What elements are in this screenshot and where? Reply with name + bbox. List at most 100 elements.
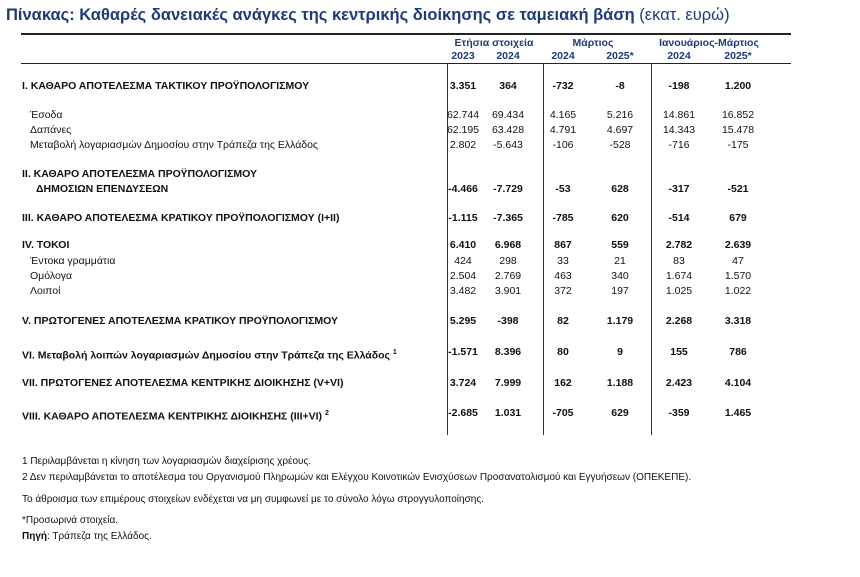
cell-value: 62.744 (446, 109, 480, 121)
cell-value: 8.396 (494, 346, 522, 358)
cell-value: 21 (614, 255, 626, 267)
table-row: Δαπάνες 62.195 63.428 4.791 4.697 14.343 15.47… (0, 123, 860, 138)
row-label-text: Δαπάνες (30, 124, 72, 136)
cell-value: -8 (615, 80, 625, 92)
cell-value: -175 (727, 139, 749, 151)
footnote-ref: 2 (324, 410, 329, 417)
rounding-note: Το άθροισμα των επιμέρους στοιχείων ενδέ… (22, 494, 484, 505)
cell-value: 6.968 (494, 239, 522, 251)
header-rule (21, 63, 791, 64)
cell-value: -5.643 (493, 139, 523, 151)
cell-value: 786 (729, 346, 747, 358)
cell-value: 155 (670, 346, 688, 358)
cell-value: -198 (668, 80, 690, 92)
cell-value: -2.685 (448, 407, 478, 419)
cell-value: 80 (557, 346, 569, 358)
row-label-text: Έσοδα (30, 109, 63, 121)
cell-value: 364 (499, 80, 517, 92)
cell-value: 2.504 (449, 270, 477, 282)
table-row: Μεταβολή λογαριασμών Δημοσίου στην Τράπε… (0, 138, 860, 153)
table-row: IV. ΤΟΚΟΙ 6.410 6.968 867 559 2.782 2.639 (0, 238, 860, 253)
table-row: II. ΚΑΘΑΡΟ ΑΠΟΤΕΛΕΣΜΑ ΠΡΟΫΠΟΛΟΓΙΣΜΟΥ ΔΗΜΟ… (0, 168, 860, 197)
row-label-continued: ΔΗΜΟΣΙΩΝ ΕΠΕΝΔΥΣΕΩΝ (36, 183, 169, 195)
table-row: Έντοκα γραμμάτια 424 298 33 21 83 47 (0, 254, 860, 269)
cell-value: -53 (555, 183, 571, 195)
row-label: Έσοδα (30, 108, 62, 123)
row-label: Μεταβολή λογαριασμών Δημοσίου στην Τράπε… (30, 138, 318, 153)
row-label: Δαπάνες (30, 123, 71, 138)
cell-value: 7.999 (494, 377, 522, 389)
row-label-text: VI. Μεταβολή λοιπών λογαριασμών Δημοσίου… (22, 349, 390, 362)
cell-value: 14.343 (662, 124, 696, 136)
table-row: VI. Μεταβολή λοιπών λογαριασμών Δημοσίου… (0, 345, 860, 362)
footnote-1: 1 Περιλαμβάνεται η κίνηση των λογαριασμώ… (22, 456, 312, 467)
row-label-text: Λοιποί (30, 285, 61, 297)
source-note: Πηγή: Τράπεζα της Ελλάδος. (22, 531, 152, 542)
row-label-text: Έντοκα γραμμάτια (30, 255, 116, 267)
row-label-text: V. ΠΡΩΤΟΓΕΝΕΣ ΑΠΟΤΕΛΕΣΜΑ ΚΡΑΤΙΚΟΥ ΠΡΟΫΠΟ… (22, 315, 339, 327)
footnote-2: 2 Δεν περιλαμβάνεται το αποτέλεσμα του Ο… (22, 472, 692, 483)
row-label: VIII. ΚΑΘΑΡΟ ΑΠΟΤΕΛΕΣΜΑ ΚΕΝΤΡΙΚΗΣ ΔΙΟΙΚΗ… (22, 406, 329, 425)
cell-value: 463 (554, 270, 572, 282)
table-row: I. ΚΑΘΑΡΟ ΑΠΟΤΕΛΕΣΜΑ ΤΑΚΤΙΚΟΥ ΠΡΟΫΠΟΛΟΓΙ… (0, 79, 860, 94)
cell-value: -514 (668, 212, 690, 224)
cell-value: 424 (454, 255, 472, 267)
cell-value: -7.729 (493, 183, 523, 195)
cell-value: -1.115 (448, 212, 478, 224)
row-label-text: VII. ΠΡΩΤΟΓΕΝΕΣ ΑΠΟΤΕΛΕΣΜΑ ΚΕΝΤΡΙΚΗΣ ΔΙΟ… (22, 377, 344, 389)
row-label: Ομόλογα (30, 269, 72, 284)
cell-value: 2.769 (494, 270, 522, 282)
row-label-text: VIII. ΚΑΘΑΡΟ ΑΠΟΤΕΛΕΣΜΑ ΚΕΝΤΡΙΚΗΣ ΔΙΟΙΚΗ… (22, 410, 323, 423)
table-top-rule (21, 33, 791, 35)
table-row: Λοιποί 3.482 3.901 372 197 1.025 1.022 (0, 284, 860, 299)
cell-value: 6.410 (449, 239, 477, 251)
cell-value: 9 (617, 346, 623, 358)
row-label-text: III. ΚΑΘΑΡΟ ΑΠΟΤΕΛΕΣΜΑ ΚΡΑΤΙΚΟΥ ΠΡΟΫΠΟΛΟ… (22, 212, 340, 224)
cell-value: 1.200 (724, 80, 752, 92)
cell-value: 5.216 (606, 109, 634, 121)
cell-value: 1.022 (724, 285, 752, 297)
cell-value: 5.295 (449, 315, 477, 327)
row-label: IV. ΤΟΚΟΙ (22, 238, 69, 253)
cell-value: 4.104 (724, 377, 752, 389)
cell-value: 1.179 (606, 315, 634, 327)
cell-value: 4.697 (606, 124, 634, 136)
footnote-ref: 1 (392, 349, 397, 356)
cell-value: 62.195 (446, 124, 480, 136)
table-row: VII. ΠΡΩΤΟΓΕΝΕΣ ΑΠΟΤΕΛΕΣΜΑ ΚΕΝΤΡΙΚΗΣ ΔΙΟ… (0, 376, 860, 391)
cell-value: -716 (668, 139, 690, 151)
provisional-note: *Προσωρινά στοιχεία. (22, 515, 119, 526)
cell-value: 16.852 (721, 109, 755, 121)
table-row: Έσοδα 62.744 69.434 4.165 5.216 14.861 16.852 (0, 108, 860, 123)
cell-value: 2.802 (449, 139, 477, 151)
column-divider (651, 63, 652, 435)
row-label-text: IV. ΤΟΚΟΙ (22, 239, 70, 251)
cell-value: 33 (557, 255, 569, 267)
row-label: III. ΚΑΘΑΡΟ ΑΠΟΤΕΛΕΣΜΑ ΚΡΑΤΙΚΟΥ ΠΡΟΫΠΟΛΟ… (22, 211, 339, 226)
header-year: 2025* (724, 50, 752, 62)
cell-value: 3.901 (494, 285, 522, 297)
cell-value: 298 (499, 255, 517, 267)
table-row: V. ΠΡΩΤΟΓΕΝΕΣ ΑΠΟΤΕΛΕΣΜΑ ΚΡΑΤΙΚΟΥ ΠΡΟΫΠΟ… (0, 314, 860, 329)
table-row: Ομόλογα 2.504 2.769 463 340 1.674 1.570 (0, 269, 860, 284)
row-label: Έντοκα γραμμάτια (30, 254, 115, 269)
cell-value: 3.724 (449, 377, 477, 389)
cell-value: 15.478 (721, 124, 755, 136)
cell-value: 628 (611, 183, 629, 195)
cell-value: 1.570 (724, 270, 752, 282)
row-label: VI. Μεταβολή λοιπών λογαριασμών Δημοσίου… (22, 345, 397, 364)
cell-value: 69.434 (491, 109, 525, 121)
cell-value: 197 (611, 285, 629, 297)
cell-value: -705 (552, 407, 574, 419)
cell-value: 162 (554, 377, 572, 389)
cell-value: 2.639 (724, 239, 752, 251)
cell-value: -521 (727, 183, 749, 195)
cell-value: 47 (732, 255, 744, 267)
column-divider (447, 63, 448, 435)
cell-value: -398 (497, 315, 519, 327)
cell-value: 82 (557, 315, 569, 327)
cell-value: -317 (668, 183, 690, 195)
cell-value: 620 (611, 212, 629, 224)
table-row: VIII. ΚΑΘΑΡΟ ΑΠΟΤΕΛΕΣΜΑ ΚΕΝΤΡΙΚΗΣ ΔΙΟΙΚΗ… (0, 406, 860, 423)
row-label-text: Ομόλογα (30, 270, 73, 282)
